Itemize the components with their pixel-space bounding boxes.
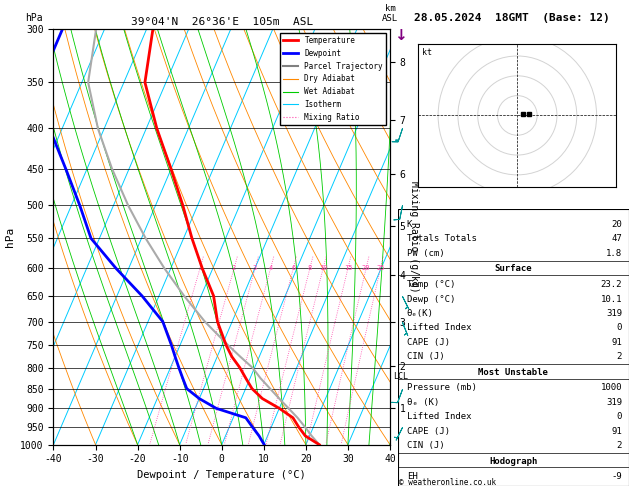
Text: hPa: hPa [25, 13, 43, 23]
Legend: Temperature, Dewpoint, Parcel Trajectory, Dry Adiabat, Wet Adiabat, Isotherm, Mi: Temperature, Dewpoint, Parcel Trajectory… [280, 33, 386, 125]
Text: EH: EH [407, 472, 418, 481]
Text: Lifted Index: Lifted Index [407, 412, 471, 421]
Text: Dewp (°C): Dewp (°C) [407, 295, 455, 304]
Text: PW (cm): PW (cm) [407, 249, 445, 258]
Text: K: K [407, 220, 412, 229]
Text: 20: 20 [611, 220, 622, 229]
Text: 2: 2 [616, 441, 622, 450]
Text: Most Unstable: Most Unstable [478, 368, 548, 377]
Text: CIN (J): CIN (J) [407, 352, 445, 361]
Text: 0: 0 [616, 323, 622, 332]
Text: LCL: LCL [393, 372, 408, 381]
Text: 10.1: 10.1 [601, 295, 622, 304]
Text: 4: 4 [269, 265, 273, 271]
Text: Hodograph: Hodograph [489, 457, 537, 466]
X-axis label: Dewpoint / Temperature (°C): Dewpoint / Temperature (°C) [137, 470, 306, 480]
Text: kt: kt [422, 49, 432, 57]
Y-axis label: Mixing Ratio (g/kg): Mixing Ratio (g/kg) [409, 181, 420, 293]
Text: 8: 8 [308, 265, 312, 271]
Text: 10: 10 [319, 265, 327, 271]
Text: ↓: ↓ [394, 28, 407, 43]
Title: 39°04'N  26°36'E  105m  ASL: 39°04'N 26°36'E 105m ASL [131, 17, 313, 27]
Text: 28.05.2024  18GMT  (Base: 12): 28.05.2024 18GMT (Base: 12) [414, 13, 610, 23]
Text: 20: 20 [362, 265, 370, 271]
Text: 91: 91 [611, 338, 622, 347]
Text: Temp (°C): Temp (°C) [407, 280, 455, 289]
Text: θₑ (K): θₑ (K) [407, 398, 439, 407]
Text: 319: 319 [606, 398, 622, 407]
Text: 15: 15 [343, 265, 352, 271]
Text: θₑ(K): θₑ(K) [407, 309, 433, 318]
Text: -9: -9 [611, 472, 622, 481]
Text: Lifted Index: Lifted Index [407, 323, 471, 332]
Text: CIN (J): CIN (J) [407, 441, 445, 450]
Text: 0: 0 [616, 412, 622, 421]
Text: km
ASL: km ASL [382, 3, 398, 23]
Text: Pressure (mb): Pressure (mb) [407, 383, 477, 392]
Text: 319: 319 [606, 309, 622, 318]
Text: 2: 2 [232, 265, 236, 271]
Y-axis label: hPa: hPa [4, 227, 14, 247]
Text: Surface: Surface [494, 264, 532, 274]
Text: 23.2: 23.2 [601, 280, 622, 289]
Text: © weatheronline.co.uk: © weatheronline.co.uk [399, 478, 496, 486]
Text: 1.8: 1.8 [606, 249, 622, 258]
Text: CAPE (J): CAPE (J) [407, 427, 450, 435]
Text: 1: 1 [198, 265, 202, 271]
Text: Totals Totals: Totals Totals [407, 234, 477, 243]
Text: 47: 47 [611, 234, 622, 243]
Text: 2: 2 [616, 352, 622, 361]
Text: 25: 25 [376, 265, 385, 271]
Text: 3: 3 [253, 265, 257, 271]
Text: 91: 91 [611, 427, 622, 435]
Text: 6: 6 [291, 265, 296, 271]
Text: CAPE (J): CAPE (J) [407, 338, 450, 347]
Text: 1000: 1000 [601, 383, 622, 392]
